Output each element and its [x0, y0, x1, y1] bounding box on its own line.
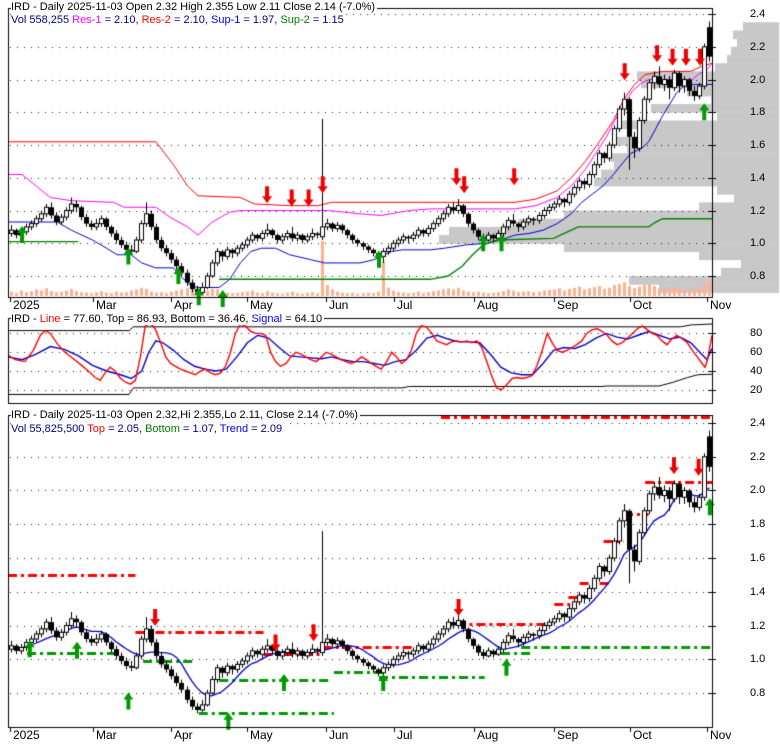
stock-chart-window: IRD - Daily 2025-11-03 Open 2.32 High 2.…: [0, 0, 780, 745]
chart-canvas: [0, 0, 780, 745]
